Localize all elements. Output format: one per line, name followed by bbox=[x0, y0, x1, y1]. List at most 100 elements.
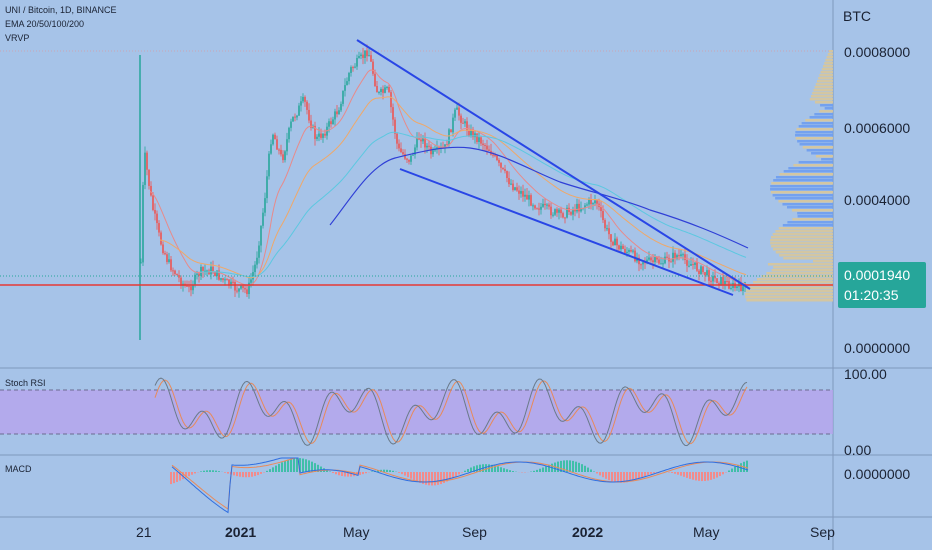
volume-profile-bar bbox=[817, 80, 833, 83]
macd-histogram-bar bbox=[236, 472, 238, 477]
candle-body bbox=[208, 270, 210, 275]
candle-body bbox=[474, 133, 476, 138]
candle-body bbox=[394, 119, 396, 134]
candle-body bbox=[168, 259, 170, 262]
candle-body bbox=[364, 50, 366, 58]
volume-profile-bar bbox=[747, 287, 833, 290]
volume-profile-bar bbox=[824, 62, 833, 65]
volume-profile-bar bbox=[770, 188, 833, 191]
candle-body bbox=[714, 275, 716, 279]
macd-histogram-bar bbox=[278, 463, 280, 472]
candle-body bbox=[516, 187, 518, 191]
candle-body bbox=[530, 195, 532, 206]
candle-body bbox=[446, 144, 448, 146]
candle-body bbox=[662, 263, 664, 265]
candle-body bbox=[146, 152, 148, 170]
candle-body bbox=[704, 272, 706, 276]
volume-profile-bar bbox=[821, 68, 833, 71]
macd-histogram-bar bbox=[428, 472, 430, 486]
macd-histogram-bar bbox=[497, 466, 499, 472]
candle-body bbox=[522, 191, 524, 197]
macd-histogram-bar bbox=[671, 472, 673, 473]
macd-histogram-bar bbox=[170, 472, 172, 485]
wedge-upper-trendline[interactable] bbox=[356, 39, 751, 290]
stoch-d-line bbox=[154, 379, 748, 445]
candle-body bbox=[480, 137, 482, 144]
candle-body bbox=[730, 287, 732, 289]
volume-profile-bar bbox=[745, 290, 833, 293]
candle-body bbox=[384, 87, 386, 93]
macd-title[interactable]: MACD bbox=[5, 464, 32, 474]
candle-body bbox=[288, 127, 290, 140]
candle-body bbox=[716, 278, 718, 284]
candle-body bbox=[284, 151, 286, 161]
macd-histogram-bar bbox=[707, 472, 709, 481]
candle-body bbox=[320, 133, 322, 138]
candle-body bbox=[276, 139, 278, 150]
volume-profile-bar bbox=[771, 182, 833, 185]
vrvp-legend[interactable]: VRVP bbox=[5, 33, 30, 43]
volume-profile-bar bbox=[815, 83, 833, 86]
candle-body bbox=[192, 284, 194, 291]
volume-profile-bar bbox=[795, 131, 833, 134]
candle-body bbox=[740, 282, 742, 292]
candle-body bbox=[202, 266, 204, 271]
candle-body bbox=[720, 277, 722, 285]
candle-body bbox=[424, 137, 426, 148]
candle-body bbox=[652, 260, 654, 263]
time-axis-label: May bbox=[693, 524, 720, 540]
candle-body bbox=[416, 137, 418, 148]
candle-body bbox=[630, 250, 632, 252]
candle-body bbox=[154, 209, 156, 214]
candle-body bbox=[386, 86, 388, 88]
candle-body bbox=[354, 66, 356, 68]
volume-profile-bar bbox=[819, 110, 833, 113]
stoch-tick-label: 0.00 bbox=[844, 442, 872, 458]
volume-profile-bar bbox=[746, 299, 833, 302]
candle-body bbox=[256, 257, 258, 265]
macd-histogram-bar bbox=[626, 472, 628, 483]
macd-histogram-bar bbox=[572, 460, 574, 472]
candle-body bbox=[584, 205, 586, 208]
candle-body bbox=[600, 206, 602, 211]
candle-body bbox=[460, 115, 462, 123]
candle-body bbox=[594, 200, 596, 204]
candle-body bbox=[578, 203, 580, 212]
candle-body bbox=[628, 250, 630, 252]
macd-histogram-bar bbox=[590, 469, 592, 472]
volume-profile-bar bbox=[775, 197, 833, 200]
candle-body bbox=[542, 203, 544, 207]
candle-body bbox=[520, 191, 522, 194]
candle-body bbox=[352, 67, 354, 69]
candle-body bbox=[694, 262, 696, 265]
stoch-rsi-title[interactable]: Stoch RSI bbox=[5, 378, 46, 388]
macd-histogram-bar bbox=[503, 468, 505, 472]
candle-body bbox=[408, 159, 410, 162]
macd-histogram-bar bbox=[719, 472, 721, 477]
candle-body bbox=[620, 245, 622, 250]
candle-body bbox=[672, 252, 674, 262]
candle-body bbox=[552, 214, 554, 216]
macd-histogram-bar bbox=[611, 472, 613, 482]
macd-histogram-bar bbox=[419, 472, 421, 483]
current-price-badge[interactable]: 0.0001940 01:20:35 bbox=[838, 262, 926, 308]
time-axis-label: 2022 bbox=[572, 524, 604, 540]
macd-histogram-bar bbox=[209, 470, 211, 472]
candle-body bbox=[274, 134, 276, 140]
candle-body bbox=[418, 137, 420, 140]
macd-histogram-bar bbox=[635, 472, 637, 480]
symbol-title[interactable]: UNI / Bitcoin, 1D, BINANCE bbox=[5, 5, 117, 15]
wedge-lower-trendline[interactable] bbox=[399, 168, 734, 296]
volume-profile-bar bbox=[821, 158, 833, 161]
macd-histogram-bar bbox=[365, 472, 367, 474]
volume-profile-bar bbox=[791, 209, 833, 212]
ema-legend[interactable]: EMA 20/50/100/200 bbox=[5, 19, 85, 29]
candle-body bbox=[614, 238, 616, 246]
candle-body bbox=[224, 279, 226, 281]
macd-histogram-bar bbox=[257, 472, 259, 476]
macd-histogram-bar bbox=[599, 472, 601, 476]
candle-body bbox=[308, 109, 310, 121]
macd-histogram-bar bbox=[605, 472, 607, 479]
candle-body bbox=[712, 275, 714, 282]
